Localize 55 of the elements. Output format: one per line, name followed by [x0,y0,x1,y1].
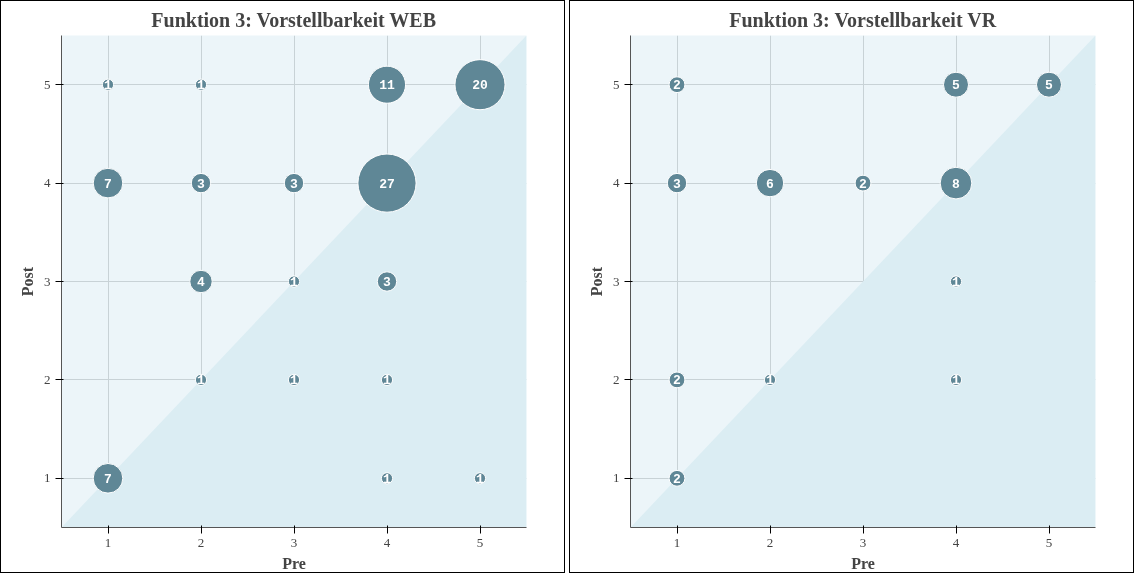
data-label: 27 [379,176,395,192]
data-label: 2 [673,471,682,487]
data-label: 7 [104,471,112,487]
data-label: 1 [952,373,961,389]
x-tick-label: 4 [952,534,960,550]
y-tick-label: 4 [44,175,51,191]
data-label: 1 [766,373,775,389]
data-label: 1 [383,471,392,487]
y-tick-label: 4 [613,175,620,191]
y-tick-label: 5 [613,76,620,92]
x-tick-label: 5 [1045,534,1053,550]
y-tick-label: 3 [44,273,51,289]
data-label: 3 [197,176,206,192]
chart-title: Funktion 3: Vorstellbarkeit WEB [151,8,436,31]
data-label: 11 [379,78,395,94]
x-tick-label: 1 [673,534,681,550]
x-tick-label: 1 [104,534,112,550]
data-label: 20 [472,78,488,94]
data-label: 3 [383,275,392,290]
x-axis-title: Pre [282,554,306,572]
x-axis-title: Pre [851,554,875,572]
data-label: 1 [290,275,299,290]
y-tick-label: 5 [44,76,51,92]
data-label: 3 [673,176,682,192]
data-label: 7 [104,176,112,192]
data-label: 4 [197,275,206,290]
y-tick-label: 3 [613,273,620,289]
y-tick-label: 2 [613,371,620,387]
y-tick-label: 2 [44,371,51,387]
data-label: 2 [673,78,682,94]
data-label: 2 [859,176,868,192]
chart-title: Funktion 3: Vorstellbarkeit VR [729,8,997,31]
data-label: 1 [383,373,392,389]
x-tick-label: 3 [290,534,298,550]
data-label: 1 [104,78,113,94]
data-label: 1 [197,78,206,94]
x-tick-label: 4 [383,534,391,550]
data-label: 3 [290,176,299,192]
data-label: 8 [952,176,961,192]
data-label: 6 [766,176,775,192]
x-tick-label: 3 [859,534,867,550]
x-tick-label: 2 [197,534,205,550]
y-axis-title: Post [588,266,605,297]
data-label: 1 [476,471,485,487]
data-label: 2 [673,373,682,389]
data-label: 1 [952,275,961,290]
data-label: 1 [290,373,299,389]
y-tick-label: 1 [613,470,620,486]
data-label: 5 [1045,78,1054,94]
data-label: 5 [952,78,961,94]
x-tick-label: 2 [766,534,774,550]
y-tick-label: 1 [44,470,51,486]
data-label: 1 [197,373,206,389]
y-axis-title: Post [19,266,36,297]
x-tick-label: 5 [476,534,484,550]
